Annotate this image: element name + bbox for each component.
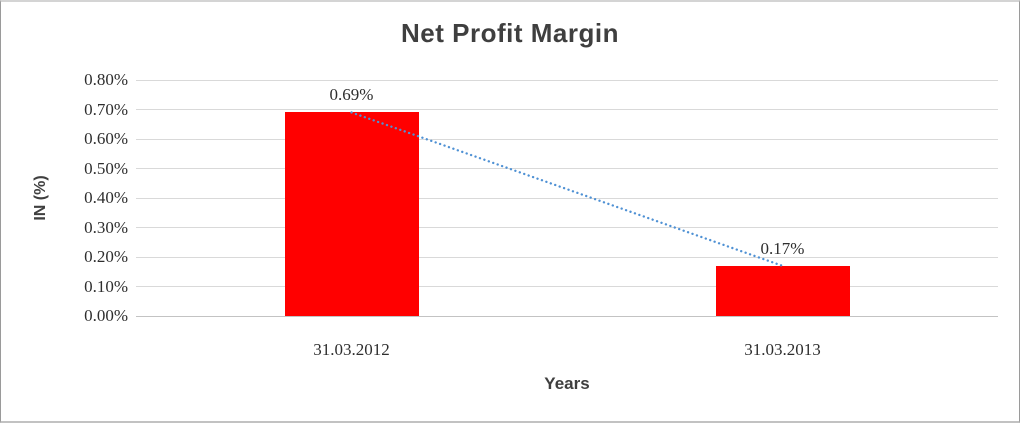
y-tick-label: 0.70% xyxy=(84,99,128,119)
y-tick-label: 0.00% xyxy=(84,306,128,325)
x-axis-line xyxy=(136,315,998,317)
gridline xyxy=(136,168,998,169)
y-tick-label: 0.10% xyxy=(84,276,128,296)
bar-data-label: 0.17% xyxy=(760,238,805,258)
gridline xyxy=(136,138,998,140)
gridline xyxy=(136,256,998,258)
gridline xyxy=(136,227,998,228)
y-axis-title: IN (%) xyxy=(32,175,49,221)
x-axis-title: Years xyxy=(544,374,590,393)
x-category-label: 31.03.2013 xyxy=(744,340,821,359)
y-tick-label: 0.50% xyxy=(84,158,128,178)
x-category-label: 31.03.2012 xyxy=(313,340,390,359)
plot-area xyxy=(136,79,998,317)
bar-31.03.2012 xyxy=(284,112,419,316)
gridline xyxy=(136,197,998,199)
bar-data-label: 0.69% xyxy=(329,85,374,105)
y-tick-label: 0.80% xyxy=(84,70,128,89)
y-tick-label: 0.40% xyxy=(84,188,128,207)
y-tick-label: 0.20% xyxy=(84,247,128,266)
chart-title: Net Profit Margin xyxy=(401,18,619,48)
gridline xyxy=(136,79,998,81)
y-tick-label: 0.30% xyxy=(84,217,128,237)
bar-31.03.2013 xyxy=(715,265,850,316)
gridline xyxy=(136,109,998,110)
y-tick-label: 0.60% xyxy=(84,129,128,148)
gridline xyxy=(136,286,998,287)
